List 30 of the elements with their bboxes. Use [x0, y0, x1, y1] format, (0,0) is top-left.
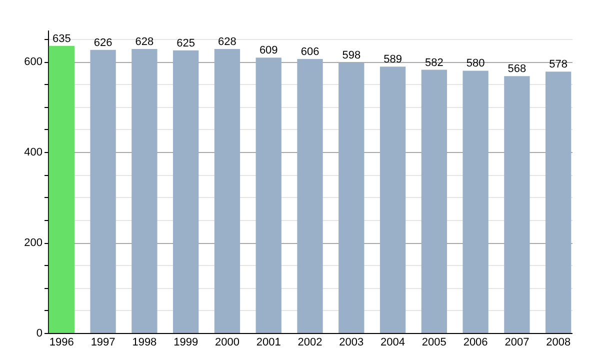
data-label: 582	[424, 56, 444, 69]
y-tick-label: 600	[24, 56, 42, 68]
y-tick-label: 200	[24, 237, 42, 250]
data-label: 568	[508, 63, 526, 76]
y-tick-label: 0	[36, 328, 42, 340]
x-tick-label: 2007	[504, 336, 530, 348]
x-tick-label: 2004	[380, 336, 406, 348]
data-label: 606	[300, 46, 320, 58]
x-tick-label: 1997	[90, 336, 116, 348]
x-tick-label: 2002	[298, 336, 322, 348]
x-tick-label: 2003	[339, 336, 364, 348]
data-label: 580	[466, 58, 485, 70]
x-tick-label: 2001	[256, 336, 281, 348]
x-tick-label: 2000	[214, 336, 240, 348]
data-label: 626	[94, 36, 112, 49]
data-label: 635	[52, 32, 71, 45]
x-tick-label: 1999	[174, 336, 198, 348]
data-label: 625	[176, 37, 196, 50]
y-tick-label: 400	[24, 146, 42, 159]
data-label: 609	[259, 44, 278, 57]
x-tick-label: 2008	[546, 336, 571, 348]
x-tick-label: 2005	[422, 336, 446, 348]
data-label: 589	[384, 54, 402, 66]
data-label: 628	[218, 36, 236, 48]
x-tick-label: 1996	[49, 336, 74, 348]
data-label: 628	[135, 36, 154, 48]
x-tick-label: 2006	[463, 336, 488, 348]
x-tick-label: 1998	[132, 336, 157, 348]
data-label: 598	[342, 50, 361, 62]
data-label: 578	[549, 58, 568, 71]
